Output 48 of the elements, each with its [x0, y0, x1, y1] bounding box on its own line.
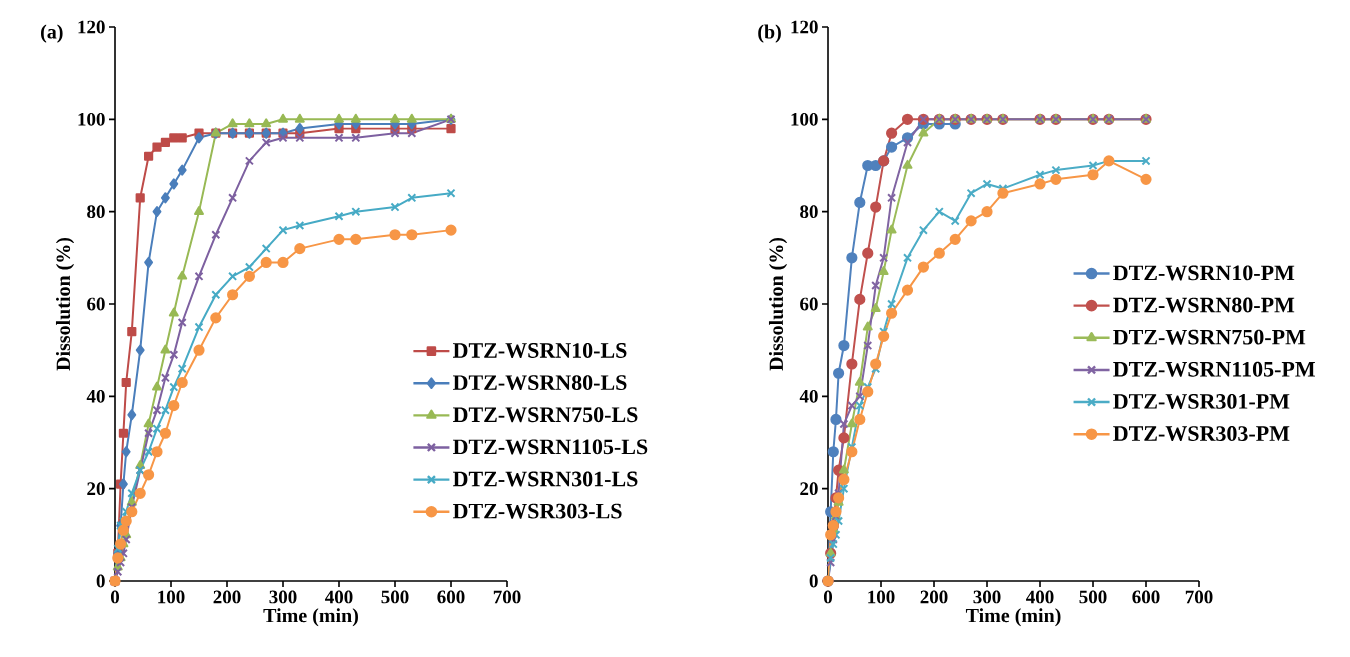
y-tick-label: 60	[87, 297, 105, 311]
x-tick-label: 400	[1026, 590, 1054, 604]
y-tick-label: 20	[87, 482, 105, 496]
legend-label: DTZ-WSR303-PM	[1113, 426, 1290, 442]
x-tick-label: 400	[325, 590, 353, 604]
y-axis-title: Dissolution (%)	[768, 237, 788, 371]
chart-title: (a)	[41, 24, 63, 43]
x-tick-label: 500	[1079, 590, 1107, 604]
y-tick-label: 60	[800, 297, 818, 311]
y-tick-label: 0	[96, 574, 105, 588]
x-tick-label: 500	[381, 590, 409, 604]
x-tick-label: 100	[868, 590, 895, 604]
legend-label: DTZ-WSRN10-PM	[1113, 265, 1295, 281]
y-tick-label: 40	[86, 389, 105, 403]
x-tick-label: 300	[973, 590, 1001, 604]
x-axis-title: Time (min)	[263, 608, 358, 627]
y-tick-label: 80	[87, 205, 105, 219]
y-tick-label: 120	[791, 20, 818, 34]
legend-label: DTZ-WSR303-LS	[453, 503, 622, 519]
y-tick-label: 0	[809, 574, 818, 588]
x-tick-label: 300	[269, 590, 297, 604]
legend-label: DTZ-WSRN80-PM	[1113, 297, 1295, 313]
x-tick-label: 700	[493, 590, 521, 604]
y-tick-label: 40	[799, 389, 818, 403]
x-tick-label: 100	[158, 590, 185, 604]
legend-label: DTZ-WSRN750-LS	[453, 407, 638, 423]
legend-label: DTZ-WSRN1105-PM	[1113, 361, 1316, 377]
y-tick-label: 120	[78, 20, 105, 34]
y-tick-label: 100	[78, 112, 105, 126]
legend-label: DTZ-WSRN10-LS	[453, 343, 627, 358]
x-tick-label: 0	[823, 590, 833, 604]
x-axis-title: Time (min)	[965, 608, 1061, 627]
x-tick-label: 200	[213, 590, 241, 604]
x-tick-label: 700	[1185, 590, 1213, 604]
legend-label: DTZ-WSRN750-PM	[1113, 329, 1306, 345]
y-tick-label: 80	[800, 205, 818, 219]
legend-label: DTZ-WSR301-PM	[1113, 393, 1290, 409]
x-tick-label: 200	[920, 590, 948, 604]
y-axis-title: Dissolution (%)	[55, 237, 75, 371]
y-tick-label: 20	[800, 482, 818, 496]
x-tick-label: 0	[110, 590, 120, 604]
x-tick-label: 600	[437, 590, 465, 604]
legend-label: DTZ-WSRN1105-LS	[453, 439, 648, 455]
y-tick-label: 100	[791, 112, 818, 126]
legend-label: DTZ-WSRN301-LS	[453, 471, 638, 487]
x-tick-label: 600	[1132, 590, 1160, 604]
chart-title: (b)	[758, 24, 781, 43]
legend-label: DTZ-WSRN80-LS	[453, 375, 627, 391]
